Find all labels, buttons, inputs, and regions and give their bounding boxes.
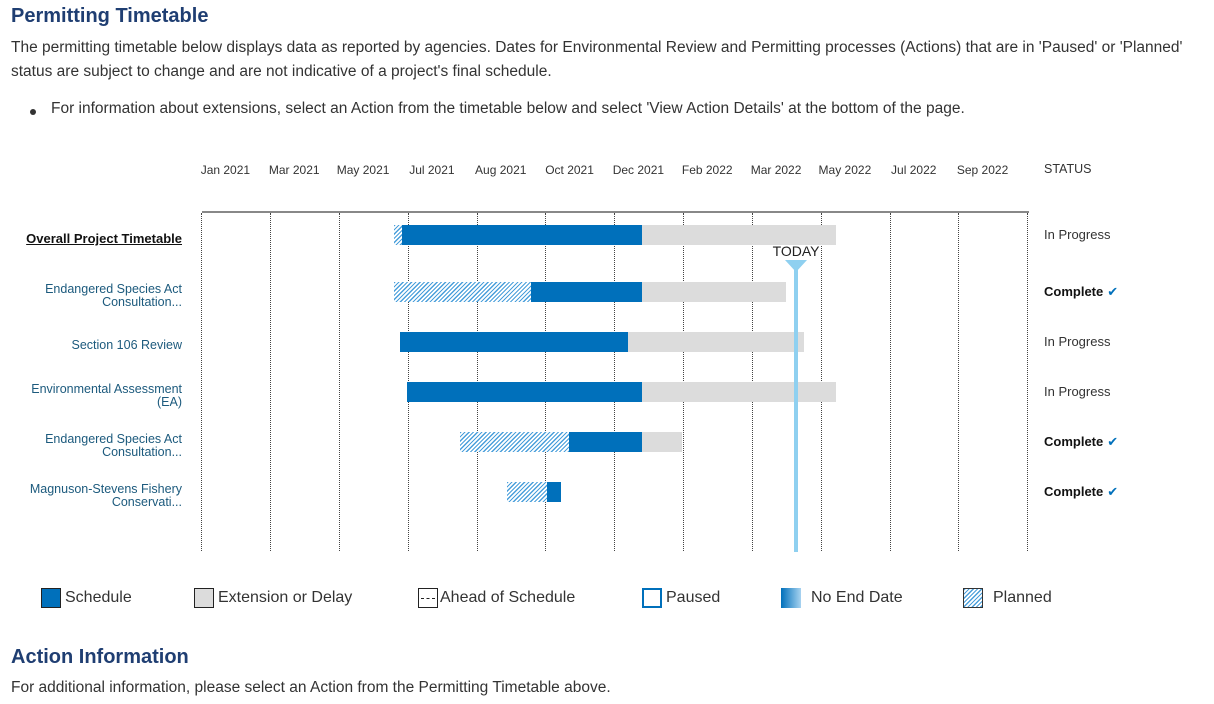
x-tick-label: Dec 2021 [612,163,665,177]
checkmark-icon: ✔ [1107,434,1119,449]
legend-label: Schedule [65,589,132,606]
schedule-swatch-icon [41,588,61,608]
x-tick-label: Mar 2021 [268,163,320,177]
schedule-bar[interactable] [546,482,562,502]
action-link[interactable]: Endangered Species Act Consultation... [45,432,182,459]
x-tick-label: Oct 2021 [545,163,594,177]
extension-bar[interactable] [628,332,805,352]
planned-bar[interactable] [394,282,531,302]
action-link[interactable]: Endangered Species Act Consultation... [45,282,182,309]
status-badge: In Progress [1044,384,1110,399]
gridline [270,213,272,551]
schedule-bar[interactable] [402,225,642,245]
legend-item-ahead: Ahead of Schedule [418,588,575,608]
gridline [1027,213,1029,551]
status-badge: Complete ✔ [1044,484,1118,500]
today-marker-icon [785,260,808,272]
legend-item-extension: Extension or Delay [194,588,352,608]
schedule-bar[interactable] [568,432,642,452]
legend-label: Planned [993,589,1052,606]
status-text: In Progress [1044,384,1111,399]
bullet-icon [30,109,36,115]
extension-bar[interactable] [641,225,836,245]
status-text: In Progress [1044,334,1111,349]
x-axis-line [202,211,1029,213]
overall-project-timetable-link[interactable]: Overall Project Timetable [26,231,182,246]
status-header: STATUS [1044,162,1092,176]
permitting-timetable-chart: Jan 2021 Mar 2021 May 2021 Jul 2021 Aug 2021… [0,150,1214,570]
gridline [338,213,340,551]
status-text: Complete [1044,484,1104,499]
schedule-bar[interactable] [531,282,642,302]
x-tick-label: Sep 2022 [956,163,1009,177]
status-text: In Progress [1044,227,1111,242]
extension-bar[interactable] [641,432,682,452]
action-information-text: For additional information, please selec… [11,679,611,696]
legend-label: Extension or Delay [218,589,353,606]
extension-bar[interactable] [641,382,836,402]
page-title: Permitting Timetable [11,5,209,27]
legend-item-paused: Paused [642,588,720,608]
planned-bar[interactable] [460,432,569,452]
legend: Schedule Extension or Delay Ahead of Sch… [0,588,1214,614]
x-tick-label: Feb 2022 [681,163,733,177]
status-badge: In Progress [1044,227,1110,242]
no-end-date-swatch-icon [781,588,801,608]
today-line [794,260,799,552]
legend-label: No End Date [811,589,903,606]
x-tick-label: May 2021 [336,163,390,177]
extension-swatch-icon [194,588,214,608]
legend-label: Ahead of Schedule [440,589,576,606]
planned-swatch-icon [963,588,983,608]
today-label: TODAY [772,243,820,259]
x-tick-label: Jan 2021 [200,163,251,177]
legend-label: Paused [666,589,721,606]
action-link[interactable]: Environmental Assessment (EA) [31,382,182,409]
gridline [201,213,203,551]
status-badge: Complete ✔ [1044,284,1118,300]
x-tick-label: Aug 2021 [475,163,527,177]
paused-swatch-icon [642,588,662,608]
action-link[interactable]: Magnuson-Stevens Fishery Conservati... [29,482,182,509]
intro-paragraph: The permitting timetable below displays … [11,39,1183,80]
x-tick-label: Mar 2022 [750,163,802,177]
x-tick-label: Jul 2022 [891,163,937,177]
action-link[interactable]: Section 106 Review [71,338,182,352]
status-badge: In Progress [1044,334,1110,349]
x-tick-label: Jul 2021 [409,163,455,177]
planned-bar[interactable] [394,225,403,245]
checkmark-icon: ✔ [1107,284,1119,299]
gridline [958,213,960,551]
action-information-title: Action Information [11,646,189,668]
legend-item-no-end-date: No End Date [781,588,903,608]
extensions-note-text: For information about extensions, select… [51,100,965,117]
legend-item-schedule: Schedule [41,588,132,608]
legend-item-planned: Planned [963,588,1052,608]
planned-bar[interactable] [506,482,547,502]
status-text: Complete [1044,284,1104,299]
gridline [889,213,891,551]
extension-bar[interactable] [641,282,786,302]
extensions-note: For information about extensions, select… [30,100,965,118]
status-text: Complete [1044,434,1104,449]
x-tick-label: May 2022 [818,163,872,177]
checkmark-icon: ✔ [1107,484,1119,499]
schedule-bar[interactable] [400,332,629,352]
schedule-bar[interactable] [407,382,642,402]
status-badge: Complete ✔ [1044,434,1118,450]
ahead-swatch-icon [418,588,438,608]
